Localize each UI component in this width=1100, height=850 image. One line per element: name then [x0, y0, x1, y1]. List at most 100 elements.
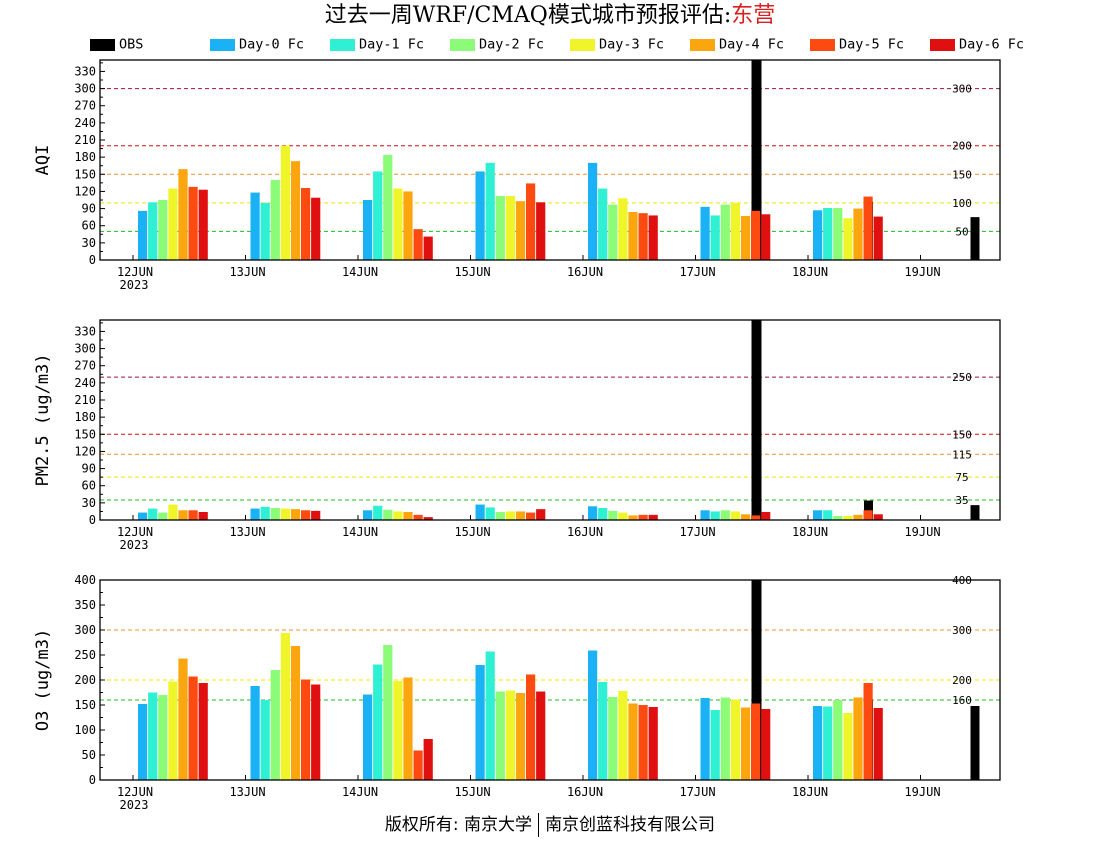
x-tick-label: 15JUN [454, 265, 490, 279]
legend-label: Day-1 Fc [359, 36, 425, 53]
footer-left: 版权所有: 南京大学 [384, 815, 533, 835]
bar-day-3-fc [280, 145, 290, 260]
bar-day-2-fc [383, 154, 393, 260]
bar-day-1-fc [823, 706, 833, 780]
bar-day-1-fc [260, 202, 270, 260]
legend-item-day-6-fc: Day-6 Fc [930, 34, 1024, 54]
bar-day-0-fc [588, 506, 598, 520]
y-tick-label: 60 [82, 219, 96, 233]
y-tick-label: 150 [74, 698, 96, 712]
bar-day-3-fc [168, 188, 178, 260]
bar-day-5-fc [413, 750, 423, 780]
y-tick-label: 150 [74, 167, 96, 181]
bar-day-2-fc [158, 512, 168, 520]
x-tick-label: 17JUN [679, 265, 715, 279]
bar-day-1-fc [485, 651, 495, 780]
bar-day-6-fc [648, 514, 658, 520]
legend-swatch [210, 38, 235, 51]
legend-item-day-1-fc: Day-1 Fc [330, 34, 424, 54]
legend-label: Day-0 Fc [239, 36, 305, 53]
bar-day-5-fc [751, 210, 761, 260]
bar-day-4-fc [178, 510, 188, 520]
bar-day-6-fc [198, 683, 208, 780]
legend-swatch [450, 38, 475, 51]
x-tick-label: 12JUN [117, 265, 153, 279]
bar-day-0-fc [700, 698, 710, 780]
y-tick-label: 90 [82, 202, 96, 216]
bar-day-0-fc [588, 162, 598, 260]
bar-day-6-fc [536, 509, 546, 520]
legend-item-day-4-fc: Day-4 Fc [690, 34, 784, 54]
bar-day-2-fc [608, 204, 618, 260]
bar-day-4-fc [290, 509, 301, 520]
bar-day-4-fc [515, 693, 526, 780]
bar-day-0-fc [813, 210, 823, 260]
bar-day-0-fc [475, 665, 485, 780]
bar-day-1-fc [823, 208, 833, 260]
bar-day-0-fc [363, 510, 373, 520]
bar-day-2-fc [833, 516, 843, 520]
threshold-label: 300 [952, 83, 972, 96]
legend: OBS Day-0 Fc Day-1 Fc Day-2 Fc Day-3 Fc Day-4… [0, 34, 1100, 54]
y-axis-label: PM2.5 (ug/m3) [33, 353, 53, 486]
legend-label: Day-3 Fc [599, 36, 665, 53]
bar-day-2-fc [270, 180, 280, 260]
bar-obs [970, 706, 980, 780]
bar-day-0-fc [475, 504, 485, 520]
plot-frame [99, 59, 1001, 261]
threshold-label: 35 [955, 494, 968, 507]
bar-day-4-fc [178, 169, 188, 260]
threshold-label: 115 [952, 448, 972, 461]
bar-obs [970, 217, 980, 260]
x-tick-label: 16JUN [567, 785, 603, 799]
y-tick-label: 180 [74, 410, 96, 424]
y-tick-label: 90 [82, 462, 96, 476]
bar-day-4-fc [853, 514, 863, 520]
y-tick-label: 240 [74, 116, 96, 130]
bar-day-0-fc [588, 650, 598, 780]
bar-day-1-fc [710, 511, 720, 520]
bar-day-6-fc [198, 189, 208, 260]
bar-day-0-fc [138, 210, 148, 260]
threshold-label: 250 [952, 371, 972, 384]
legend-label: OBS [119, 36, 144, 53]
bar-day-3-fc [505, 511, 515, 520]
x-tick-label: 18JUN [792, 525, 828, 539]
bar-day-4-fc [403, 677, 413, 780]
y-tick-label: 400 [74, 573, 96, 587]
threshold-label: 150 [952, 168, 972, 181]
y-tick-label: 300 [74, 82, 96, 96]
footer: 版权所有: 南京大学 南京创蓝科技有限公司 [0, 810, 1100, 837]
bar-day-1-fc [148, 692, 158, 780]
bar-day-1-fc [148, 202, 158, 260]
bar-day-6-fc [198, 512, 208, 520]
bar-day-4-fc [740, 514, 751, 520]
bar-day-6-fc [873, 708, 883, 780]
bar-day-2-fc [495, 196, 505, 260]
bar-day-3-fc [505, 196, 515, 260]
x-tick-label: 14JUN [342, 525, 378, 539]
bar-day-6-fc [761, 709, 771, 780]
bar-day-5-fc [638, 514, 648, 520]
bar-day-1-fc [710, 215, 720, 260]
x-tick-label: 17JUN [679, 525, 715, 539]
y-tick-label: 0 [89, 513, 96, 527]
legend-swatch [330, 38, 355, 51]
x-tick-label: 18JUN [792, 785, 828, 799]
footer-separator [538, 813, 540, 837]
threshold-label: 50 [955, 225, 968, 238]
bar-day-3-fc [505, 690, 515, 780]
y-tick-label: 270 [74, 99, 96, 113]
bar-day-2-fc [158, 200, 168, 260]
bar-day-0-fc [138, 512, 148, 520]
x-tick-label: 19JUN [904, 525, 940, 539]
x-tick-label: 12JUN [117, 525, 153, 539]
bar-day-3-fc [393, 511, 403, 520]
bar-day-6-fc [873, 216, 883, 260]
bar-day-3-fc [393, 188, 403, 260]
x-tick-label: 13JUN [229, 785, 265, 799]
bar-day-6-fc [873, 514, 883, 520]
bar-day-6-fc [423, 517, 433, 520]
legend-swatch [810, 38, 835, 51]
